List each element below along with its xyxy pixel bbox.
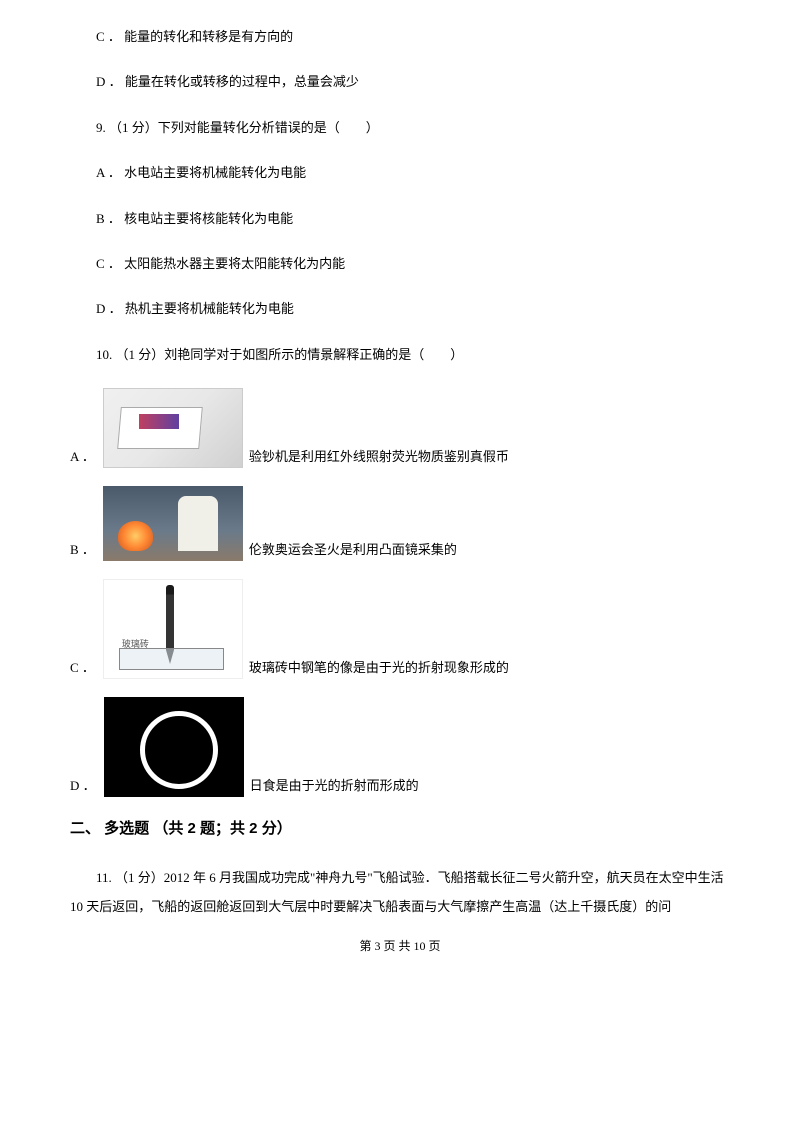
q10-text-d: 日食是由于光的折射而形成的 [250,774,419,797]
q10-text-c: 玻璃砖中钢笔的像是由于光的折射现象形成的 [249,656,509,679]
page-footer: 第 3 页 共 10 页 [70,936,730,958]
q10-text-b: 伦敦奥运会圣火是利用凸面镜采集的 [249,538,457,561]
question-11-stem: 11. （1 分）2012 年 6 月我国成功完成"神舟九号"飞船试验．飞船搭载… [70,864,730,921]
q10-image-c: 玻璃砖 [103,579,243,679]
q10-label-d: D ． [70,774,96,797]
question-9-stem: 9. （1 分）下列对能量转化分析错误的是（ ） [70,116,730,139]
q10-option-c-row: C ． 玻璃砖 玻璃砖中钢笔的像是由于光的折射现象形成的 [70,579,730,679]
option-d-prev: D ． 能量在转化或转移的过程中，总量会减少 [70,70,730,93]
q10-image-a [103,388,243,468]
q11-text: 11. （1 分）2012 年 6 月我国成功完成"神舟九号"飞船试验．飞船搭载… [70,870,724,914]
q9-option-c: C ． 太阳能热水器主要将太阳能转化为内能 [70,252,730,275]
q10-label-c: C ． [70,656,95,679]
section-2-header: 二、 多选题 （共 2 题；共 2 分） [70,815,730,842]
q10-option-a-row: A ． 验钞机是利用红外线照射荧光物质鉴别真假币 [70,388,730,468]
q9-option-d: D ． 热机主要将机械能转化为电能 [70,297,730,320]
q10-label-b: B ． [70,538,95,561]
option-c-prev: C ． 能量的转化和转移是有方向的 [70,25,730,48]
q10-image-d [104,697,244,797]
question-10-stem: 10. （1 分）刘艳同学对于如图所示的情景解释正确的是（ ） [70,343,730,366]
q9-option-b: B ． 核电站主要将核能转化为电能 [70,207,730,230]
q10-text-a: 验钞机是利用红外线照射荧光物质鉴别真假币 [249,445,509,468]
q9-option-a: A ． 水电站主要将机械能转化为电能 [70,161,730,184]
q10-label-a: A ． [70,445,95,468]
q10-image-b [103,486,243,561]
q10-option-b-row: B ． 伦敦奥运会圣火是利用凸面镜采集的 [70,486,730,561]
q10-option-d-row: D ． 日食是由于光的折射而形成的 [70,697,730,797]
